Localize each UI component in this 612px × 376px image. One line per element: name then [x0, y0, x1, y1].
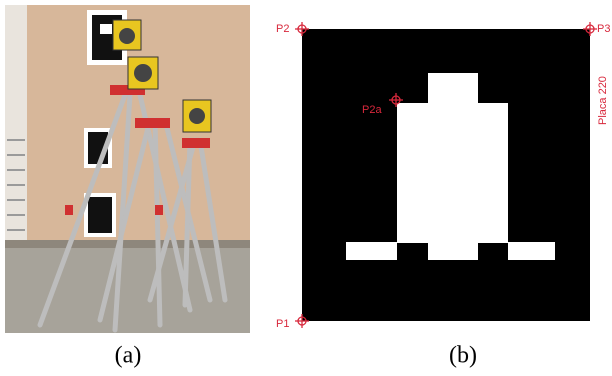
figure: P2 P3 P1 P2a Placa 220 (a) (b) — [0, 0, 612, 376]
caption: (b) — [449, 343, 477, 369]
point-label: P2 — [276, 23, 289, 35]
plate-label: Placa 220 — [597, 76, 609, 125]
point-label: P1 — [276, 318, 289, 330]
photo — [5, 5, 250, 333]
point-label: P3 — [597, 23, 610, 35]
marker-diagram: P2 P3 P1 P2a Placa 220 — [276, 22, 610, 330]
caption: (a) — [115, 343, 142, 369]
point-label: P2a — [362, 104, 382, 116]
